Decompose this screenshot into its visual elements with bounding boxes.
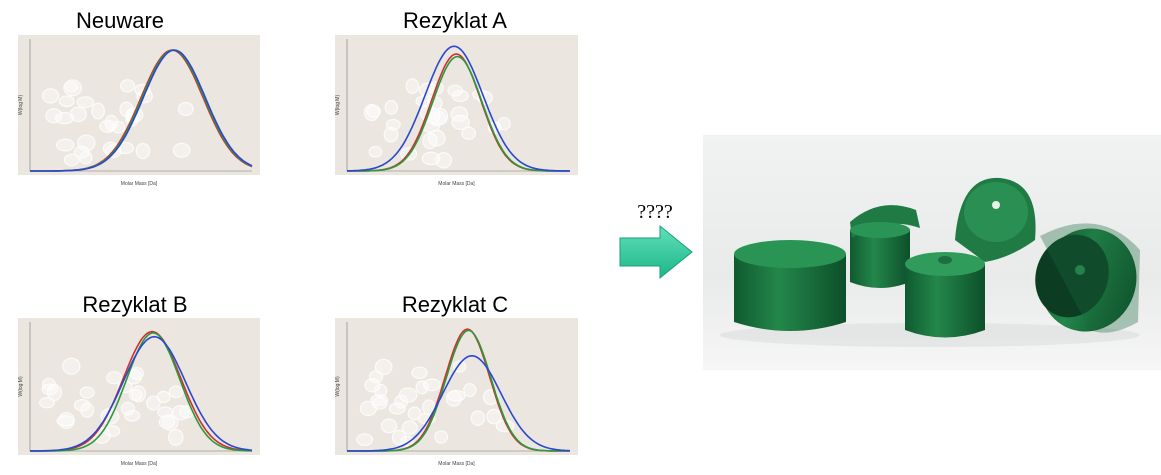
pellet <box>125 410 140 421</box>
pellet <box>406 79 418 93</box>
pellet <box>157 391 170 402</box>
pellet <box>78 135 95 151</box>
pellet <box>452 90 468 101</box>
pellet <box>63 358 80 374</box>
pellet <box>46 109 62 123</box>
pellet <box>173 143 189 157</box>
pellet <box>59 413 75 429</box>
x-axis-label: Molar Mass [Da] <box>438 181 475 187</box>
chart-panel: Rezyklat C Molar Mass [Da] W(log M) <box>335 292 578 467</box>
pellet <box>357 434 373 445</box>
y-axis-label: W(log M) <box>335 376 341 397</box>
product-photo <box>703 135 1161 370</box>
slide: NeuwareMolar Mass [Da]W(log M)Rezyklat A… <box>0 0 1161 475</box>
pellet <box>163 415 178 430</box>
pellet <box>169 430 183 446</box>
panel-title: Neuware <box>76 8 164 33</box>
pellet <box>105 426 120 437</box>
pellet <box>75 400 90 411</box>
pellet <box>384 127 397 141</box>
pellet <box>471 411 484 425</box>
chart-panel: Rezyklat B Molar Mass [Da] W(log M) <box>18 292 260 467</box>
pellet <box>40 398 55 408</box>
pellet <box>451 107 468 122</box>
pellet <box>132 386 146 402</box>
pellet <box>43 378 56 390</box>
pellet <box>77 97 93 108</box>
pellet <box>70 107 86 121</box>
pellet <box>100 121 116 133</box>
arrow-label: ???? <box>637 201 673 223</box>
pellet <box>136 143 149 158</box>
pellet <box>92 103 104 119</box>
pellet <box>375 359 391 374</box>
chart-panel: Neuware Molar Mass [Da] W(log M) <box>18 8 260 187</box>
pellet <box>381 419 396 433</box>
pellet <box>169 386 182 397</box>
pellet <box>178 103 193 116</box>
x-axis-label: Molar Mass [Da] <box>121 461 158 467</box>
pellet <box>121 80 135 92</box>
pellet <box>436 153 452 168</box>
pellet <box>412 367 427 378</box>
pellet <box>65 82 77 92</box>
pellet <box>408 407 421 420</box>
pellet <box>416 381 428 394</box>
y-axis-label: W(log M) <box>18 95 24 116</box>
panel-title: Rezyklat A <box>403 8 507 33</box>
pellet <box>42 89 58 103</box>
pellet <box>428 130 445 145</box>
pellet <box>80 387 94 398</box>
pellet <box>364 104 379 120</box>
chart-panel: Rezyklat A Molar Mass [Da] W(log M) <box>335 8 578 187</box>
pellet <box>435 431 448 443</box>
x-axis-label: Molar Mass [Da] <box>121 181 158 187</box>
pellet <box>385 101 397 115</box>
panel-title: Rezyklat C <box>402 292 508 317</box>
pellet <box>395 395 408 408</box>
pellet <box>448 391 465 402</box>
pellet <box>360 401 376 415</box>
pellet <box>107 372 122 384</box>
arrow <box>620 226 692 278</box>
pellet <box>80 152 92 164</box>
pellet <box>369 147 381 157</box>
pellet <box>57 139 74 151</box>
pellet <box>402 421 417 434</box>
pellet <box>59 96 74 107</box>
x-axis-label: Molar Mass [Da] <box>438 461 475 467</box>
pellet <box>464 384 476 397</box>
y-axis-label: W(log M) <box>18 376 24 397</box>
y-axis-label: W(log M) <box>335 95 341 116</box>
panel-title: Rezyklat B <box>82 292 187 317</box>
